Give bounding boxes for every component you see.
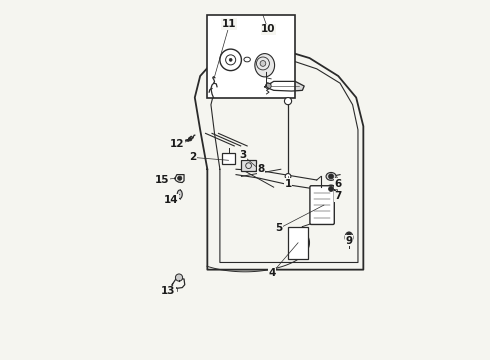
Circle shape	[188, 137, 192, 141]
Text: 10: 10	[261, 24, 275, 35]
Circle shape	[347, 232, 351, 237]
Text: 13: 13	[161, 286, 175, 296]
Circle shape	[260, 60, 266, 66]
Circle shape	[177, 176, 182, 180]
Ellipse shape	[255, 54, 274, 77]
Text: 15: 15	[155, 175, 170, 185]
Bar	[288, 226, 308, 259]
Text: 14: 14	[164, 195, 179, 205]
Circle shape	[175, 274, 183, 281]
FancyBboxPatch shape	[310, 186, 334, 225]
Polygon shape	[265, 81, 304, 91]
Circle shape	[229, 58, 232, 61]
Circle shape	[329, 186, 334, 192]
Ellipse shape	[326, 185, 336, 193]
Text: 7: 7	[335, 191, 342, 201]
Text: 4: 4	[268, 268, 275, 278]
Text: 6: 6	[335, 179, 342, 189]
Text: 1: 1	[284, 179, 292, 189]
Circle shape	[285, 98, 292, 105]
Text: 9: 9	[345, 236, 353, 246]
Circle shape	[329, 174, 334, 179]
Ellipse shape	[326, 172, 336, 180]
Circle shape	[266, 83, 271, 89]
Text: 12: 12	[170, 139, 184, 149]
Text: 3: 3	[240, 150, 247, 160]
Bar	[207, 15, 295, 98]
Text: 2: 2	[189, 152, 196, 162]
Ellipse shape	[177, 190, 182, 199]
Circle shape	[285, 174, 291, 179]
Bar	[242, 160, 256, 171]
Text: 8: 8	[258, 164, 265, 174]
Bar	[221, 153, 235, 164]
Text: 5: 5	[275, 224, 283, 233]
Text: 11: 11	[221, 19, 236, 29]
Ellipse shape	[345, 232, 353, 243]
